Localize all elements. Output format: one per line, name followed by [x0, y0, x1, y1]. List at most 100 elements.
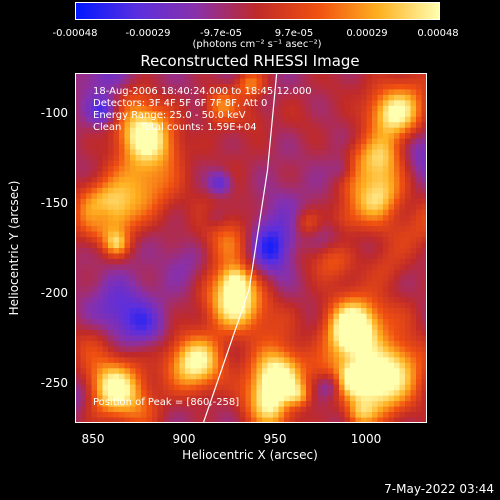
heatmap-cell: [97, 133, 103, 140]
heatmap-cell: [377, 231, 384, 238]
heatmap-cell: [278, 351, 285, 358]
heatmap-cell: [251, 171, 257, 178]
heatmap-cell: [146, 384, 153, 391]
heatmap-cell: [91, 264, 98, 271]
heatmap-cell: [405, 209, 411, 216]
heatmap-cell: [278, 362, 285, 369]
heatmap-cell: [240, 357, 246, 364]
heatmap-cell: [75, 340, 81, 347]
heatmap-cell: [174, 373, 180, 380]
heatmap-cell: [212, 248, 219, 254]
heatmap-cell: [196, 368, 202, 375]
heatmap-cell: [377, 138, 384, 145]
heatmap-cell: [245, 73, 252, 79]
heatmap-cell: [322, 111, 329, 118]
heatmap-cell: [80, 231, 87, 238]
heatmap-cell: [201, 297, 208, 304]
heatmap-cell: [256, 226, 263, 232]
heatmap-cell: [234, 362, 241, 369]
heatmap-cell: [135, 395, 142, 402]
heatmap-cell: [163, 319, 169, 325]
heatmap-cell: [141, 379, 147, 386]
heatmap-cell: [377, 78, 384, 85]
heatmap-cell: [179, 297, 186, 304]
heatmap-cell: [317, 302, 323, 309]
heatmap-cell: [295, 133, 301, 140]
heatmap-cell: [416, 346, 422, 353]
heatmap-cell: [141, 384, 147, 391]
heatmap-cell: [174, 193, 180, 200]
heatmap-cell: [273, 269, 279, 276]
heatmap-cell: [234, 401, 241, 407]
heatmap-cell: [322, 116, 329, 123]
heatmap-cell: [383, 105, 389, 112]
heatmap-cell: [355, 176, 362, 183]
heatmap-cell: [344, 187, 351, 194]
heatmap-cell: [284, 269, 290, 276]
heatmap-cell: [388, 73, 395, 79]
heatmap-cell: [130, 351, 136, 358]
heatmap-cell: [196, 302, 202, 309]
heatmap-cell: [421, 176, 427, 183]
heatmap-cell: [416, 417, 422, 423]
heatmap-cell: [322, 133, 329, 140]
heatmap-cell: [152, 237, 158, 243]
heatmap-cell: [278, 297, 285, 304]
heatmap-cell: [355, 78, 362, 85]
heatmap-cell: [185, 100, 191, 107]
heatmap-cell: [91, 138, 98, 145]
heatmap-cell: [119, 302, 125, 309]
heatmap-cell: [218, 198, 224, 205]
heatmap-cell: [355, 346, 362, 353]
heatmap-cell: [289, 324, 296, 331]
heatmap-cell: [141, 83, 147, 90]
heatmap-cell: [344, 111, 351, 118]
heatmap-cell: [421, 335, 427, 342]
heatmap-cell: [157, 346, 164, 353]
heatmap-cell: [355, 297, 362, 304]
heatmap-cell: [284, 78, 290, 85]
heatmap-cell: [394, 324, 400, 331]
heatmap-cell: [284, 362, 290, 369]
heatmap-cell: [135, 357, 142, 364]
heatmap-cell: [207, 127, 213, 134]
heatmap-cell: [421, 165, 427, 172]
heatmap-cell: [113, 100, 120, 107]
heatmap-cell: [388, 313, 395, 320]
heatmap-cell: [421, 144, 427, 150]
heatmap-cell: [339, 209, 345, 216]
heatmap-cell: [229, 362, 235, 369]
heatmap-cell: [146, 220, 153, 227]
heatmap-cell: [130, 122, 136, 129]
heatmap-cell: [234, 242, 241, 249]
heatmap-cell: [317, 83, 323, 90]
heatmap-cell: [410, 111, 417, 118]
heatmap-cell: [278, 187, 285, 194]
heatmap-cell: [311, 297, 318, 304]
heatmap-cell: [372, 182, 378, 189]
heatmap-cell: [405, 176, 411, 183]
heatmap-cell: [328, 198, 334, 205]
heatmap-cell: [75, 269, 81, 276]
heatmap-cell: [201, 89, 208, 96]
heatmap-cell: [372, 220, 378, 227]
heatmap-cell: [284, 133, 290, 140]
heatmap-cell: [278, 275, 285, 282]
heatmap-cell: [361, 406, 367, 413]
heatmap-cell: [119, 204, 125, 211]
heatmap-cell: [410, 302, 417, 309]
heatmap-cell: [124, 346, 131, 353]
heatmap-cell: [251, 133, 257, 140]
heatmap-cell: [399, 357, 406, 364]
heatmap-cell: [284, 215, 290, 222]
heatmap-cell: [97, 373, 103, 380]
heatmap-cell: [91, 100, 98, 107]
heatmap-cell: [212, 83, 219, 90]
heatmap-cell: [102, 237, 109, 243]
heatmap-cell: [190, 248, 197, 254]
heatmap-cell: [394, 417, 400, 423]
heatmap-cell: [284, 155, 290, 161]
heatmap-cell: [124, 89, 131, 96]
heatmap-cell: [146, 291, 153, 298]
heatmap-cell: [273, 105, 279, 112]
